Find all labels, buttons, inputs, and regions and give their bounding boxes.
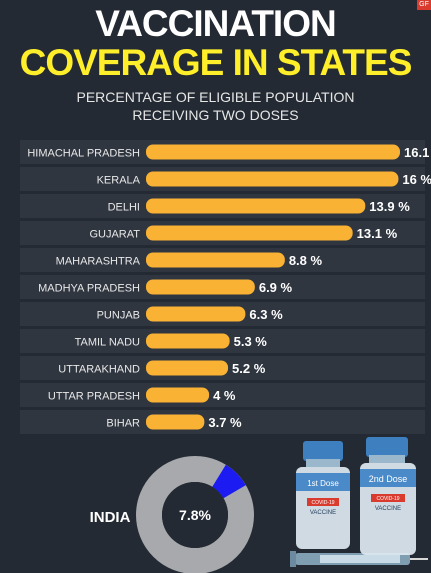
bar (146, 414, 205, 430)
value-label: 5.2 % (232, 361, 266, 376)
vial-1-cap-text: 1st Dose (307, 479, 339, 488)
category-label: UTTAR PRADESH (48, 391, 140, 403)
vial-1-tag-text: COVID-19 (311, 500, 334, 506)
category-label: UTTARAKHAND (58, 364, 140, 376)
vial-1-vaccine-text: VACCINE (310, 510, 336, 516)
vial-2-tag-text: COVID-19 (376, 496, 399, 502)
value-label: 5.3 % (234, 334, 268, 349)
vial-2-cap-text: 2nd Dose (369, 474, 408, 484)
bar (146, 279, 255, 295)
subtitle-line-1: PERCENTAGE OF ELIGIBLE POPULATION (76, 89, 355, 105)
value-label: 16.1 (404, 145, 429, 160)
row-band (20, 383, 425, 407)
title-line-1: VACCINATION (95, 3, 336, 44)
bar (146, 144, 400, 160)
bar (146, 306, 246, 322)
value-label: 8.8 % (289, 253, 323, 268)
value-label: 13.1 % (357, 226, 398, 241)
category-label: HIMACHAL PRADESH (27, 148, 140, 160)
category-label: KERALA (97, 175, 141, 187)
category-label: BIHAR (106, 418, 140, 430)
value-label: 6.9 % (259, 280, 293, 295)
subtitle: PERCENTAGE OF ELIGIBLE POPULATION RECEIV… (0, 88, 431, 124)
corner-tag: GF (417, 0, 431, 10)
india-center (162, 482, 228, 548)
vial-1st-dose-icon: 1st Dose COVID-19 VACCINE (296, 441, 350, 549)
title-line-2: COVERAGE IN STATES (19, 42, 413, 83)
bar (146, 252, 285, 268)
bar (146, 360, 229, 376)
value-label: 16 % (402, 172, 431, 187)
category-label: PUNJAB (97, 310, 140, 322)
value-label: 4 % (213, 388, 236, 403)
category-label: MADHYA PRADESH (38, 283, 140, 295)
category-label: TAMIL NADU (75, 337, 140, 349)
india-label: INDIA (90, 509, 131, 526)
value-label: 3.7 % (208, 415, 242, 430)
bar (146, 387, 210, 403)
bar (146, 198, 366, 214)
vial-2nd-dose-icon: 2nd Dose COVID-19 VACCINE (360, 437, 416, 555)
category-label: GUJARAT (89, 229, 140, 241)
row-band (20, 410, 425, 434)
syringe-icon (290, 551, 428, 567)
india-ring (136, 456, 254, 573)
category-label: DELHI (108, 202, 140, 214)
value-label: 6.3 % (249, 307, 283, 322)
bar (146, 225, 353, 241)
bar (146, 333, 230, 349)
india-highlight-arc (211, 464, 246, 499)
india-value-label: 7.8% (179, 507, 211, 523)
category-label: MAHARASHTRA (56, 256, 141, 268)
value-label: 13.9 % (369, 199, 410, 214)
vial-2-vaccine-text: VACCINE (375, 506, 401, 512)
bar (146, 171, 399, 187)
subtitle-line-2: RECEIVING TWO DOSES (132, 107, 299, 123)
